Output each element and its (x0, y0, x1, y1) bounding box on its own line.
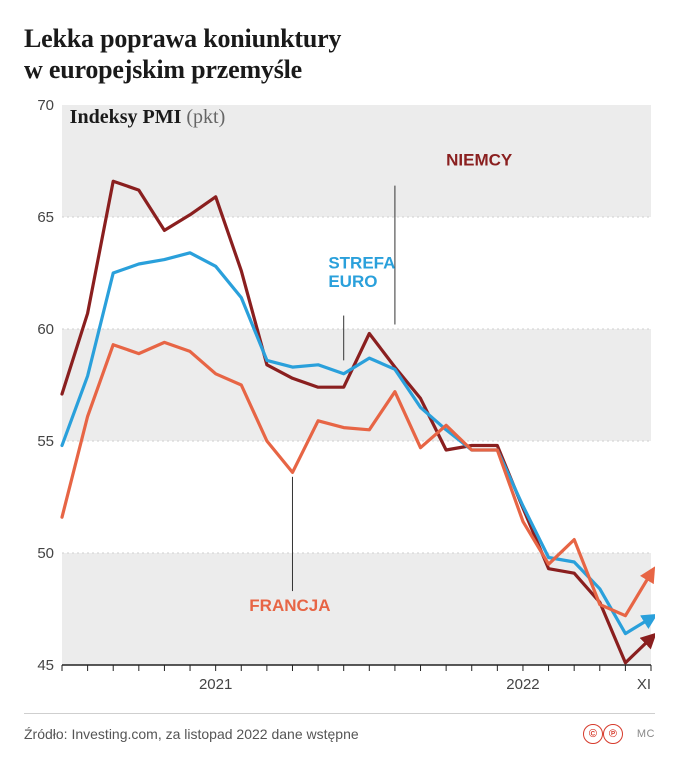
author-initials: MC (637, 728, 655, 740)
chart-title: Lekka poprawa koniunktury w europejskim … (24, 24, 655, 85)
svg-text:2021: 2021 (199, 676, 232, 693)
svg-text:NIEMCY: NIEMCY (446, 151, 513, 170)
svg-text:XI: XI (637, 676, 651, 693)
chart-footer: Źródło: Investing.com, za listopad 2022 … (24, 713, 655, 744)
svg-text:45: 45 (37, 657, 54, 674)
svg-text:55: 55 (37, 433, 54, 450)
credit-text: Źródło: Investing.com, za listopad 2022 … (24, 726, 359, 742)
svg-text:50: 50 (37, 545, 54, 562)
svg-text:Indeksy PMI (pkt): Indeksy PMI (pkt) (70, 106, 226, 128)
svg-text:70: 70 (37, 99, 54, 114)
svg-text:STREFAEURO: STREFAEURO (328, 254, 395, 292)
footer-right: ©℗ MC (583, 724, 655, 744)
title-line-2: w europejskim przemyśle (24, 55, 302, 84)
title-line-1: Lekka poprawa koniunktury (24, 24, 341, 53)
badges: ©℗ (583, 724, 623, 744)
svg-text:65: 65 (37, 209, 54, 226)
svg-text:60: 60 (37, 321, 54, 338)
badge-icon: ℗ (603, 724, 623, 744)
chart-area: 45 50 55 60 65 70 2021 2022 XI Indeksy PMI (pkt) N… (24, 99, 655, 699)
svg-text:FRANCJA: FRANCJA (249, 597, 330, 616)
svg-text:2022: 2022 (506, 676, 539, 693)
chart-card: Lekka poprawa koniunktury w europejskim … (0, 0, 679, 760)
line-chart-svg: 45 50 55 60 65 70 2021 2022 XI Indeksy PMI (pkt) N… (24, 99, 655, 699)
badge-icon: © (583, 724, 603, 744)
